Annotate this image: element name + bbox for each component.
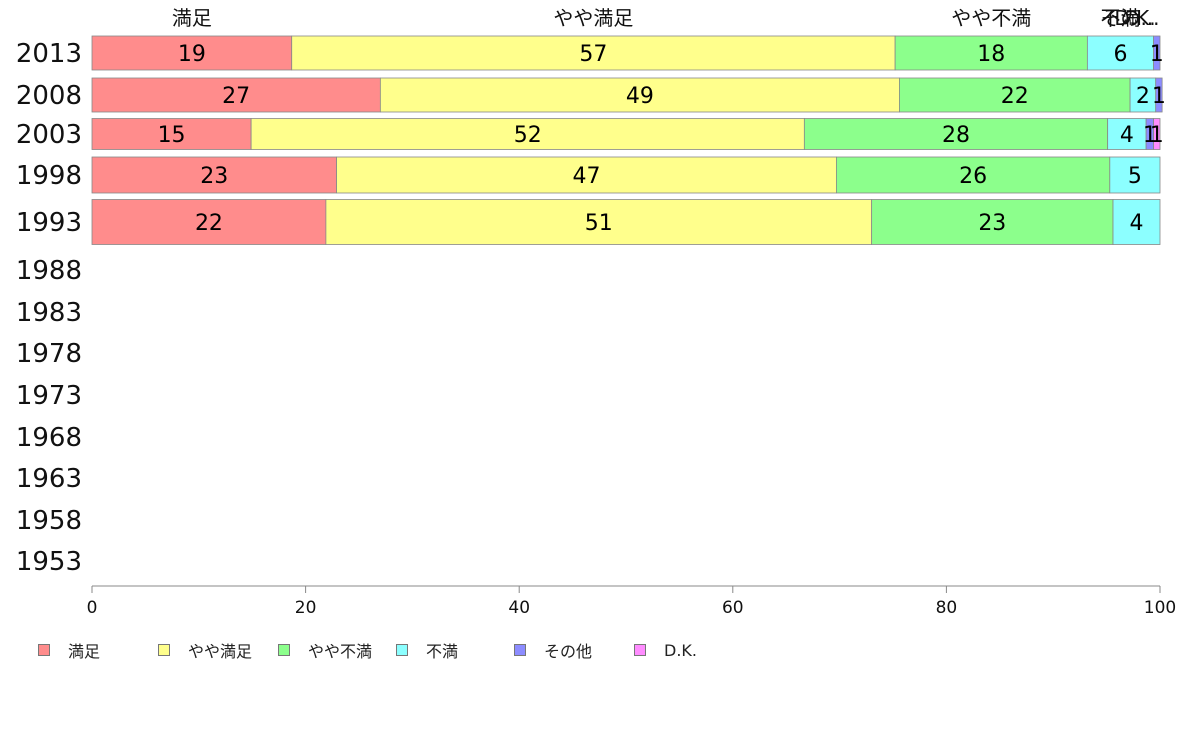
data-label: 2 xyxy=(1136,84,1150,109)
y-tick-label: 2013 xyxy=(16,39,82,69)
bar-segment xyxy=(336,156,837,194)
y-axis-labels: 2013 2008 2003 1998 1993 1988 1983 1978 1973 1968… xyxy=(16,39,82,577)
legend-item: 満足 xyxy=(38,638,100,662)
y-tick-label: 1998 xyxy=(16,161,82,191)
legend-swatch xyxy=(158,644,170,656)
column-header-label: 不満 xyxy=(1100,6,1140,30)
legend-item: その他 xyxy=(514,638,592,662)
data-label: 22 xyxy=(1001,84,1029,109)
x-tick-label: 0 xyxy=(87,598,98,618)
bar-segment xyxy=(91,35,293,71)
column-header-label: やや満足 xyxy=(553,6,633,30)
data-label: 23 xyxy=(200,164,228,189)
data-label: 1 xyxy=(1150,42,1164,67)
legend-item: D.K. xyxy=(634,638,697,662)
data-label: 4 xyxy=(1130,211,1144,236)
legend: 満足 やや満足 やや不満 不満 その他 D.K. xyxy=(38,638,798,662)
bar-segment xyxy=(1155,77,1163,113)
data-label: 15 xyxy=(158,123,186,148)
y-tick-label: 2003 xyxy=(16,120,82,150)
y-tick-label: 1993 xyxy=(16,208,82,238)
data-label: 51 xyxy=(585,211,613,236)
legend-label: 満足 xyxy=(68,642,101,661)
data-label: 28 xyxy=(942,123,970,148)
x-tick-label: 40 xyxy=(508,598,530,618)
legend-label: D.K. xyxy=(664,640,697,660)
y-tick-label: 1973 xyxy=(16,381,82,411)
y-tick-label: 1953 xyxy=(16,547,82,577)
legend-swatch xyxy=(38,644,50,656)
bar-segment xyxy=(91,77,381,113)
bar-segment xyxy=(250,118,805,150)
bar-segment xyxy=(1112,199,1161,245)
data-label: 6 xyxy=(1113,42,1127,67)
data-label: 22 xyxy=(195,211,223,236)
bar-segment xyxy=(91,199,327,245)
legend-label: 不満 xyxy=(426,642,459,661)
y-tick-label: 1963 xyxy=(16,464,82,494)
data-label: 57 xyxy=(579,42,607,67)
legend-swatch xyxy=(514,644,526,656)
y-tick-label: 1988 xyxy=(16,256,82,286)
bar-segment xyxy=(1129,77,1157,113)
data-label: 5 xyxy=(1128,164,1142,189)
data-label: 23 xyxy=(978,211,1006,236)
data-label: 19 xyxy=(178,42,206,67)
column-header-label: D.K. xyxy=(1114,6,1155,30)
y-tick-label: 1958 xyxy=(16,506,82,536)
y-tick-label: 1968 xyxy=(16,423,82,453)
bar-segment xyxy=(835,156,1111,194)
y-tick-label: 1983 xyxy=(16,298,82,328)
x-tick-label: 20 xyxy=(295,598,317,618)
x-axis: 0 20 40 60 80 100 xyxy=(87,585,1176,618)
legend-label: やや満足 xyxy=(188,642,253,661)
bar-segment xyxy=(1109,156,1161,194)
x-tick-label: 80 xyxy=(936,598,958,618)
column-header-label: その... xyxy=(1100,6,1159,30)
legend-swatch xyxy=(634,644,646,656)
bar-segment xyxy=(1153,35,1161,71)
bar-segment xyxy=(899,77,1131,113)
data-label: 52 xyxy=(514,123,542,148)
bar-segment xyxy=(871,199,1114,245)
data-label: 47 xyxy=(572,164,600,189)
legend-item: やや満足 xyxy=(158,638,252,662)
column-header-label: 満足 xyxy=(172,6,212,30)
y-tick-label: 1978 xyxy=(16,339,82,369)
data-label: 1 xyxy=(1152,84,1166,109)
bar-segment xyxy=(91,156,337,194)
bar-segment xyxy=(1107,118,1147,150)
legend-item: 不満 xyxy=(396,638,458,662)
data-label: 4 xyxy=(1120,123,1134,148)
bar-segment xyxy=(1086,35,1154,71)
x-tick-label: 60 xyxy=(722,598,744,618)
bar-segment xyxy=(379,77,900,113)
x-tick-label: 100 xyxy=(1144,598,1176,618)
data-label: 27 xyxy=(222,84,250,109)
legend-item: やや不満 xyxy=(278,638,372,662)
data-label: 49 xyxy=(626,84,654,109)
y-tick-label: 2008 xyxy=(16,81,82,111)
data-label: 1 xyxy=(1150,123,1164,148)
legend-label: やや不満 xyxy=(308,642,373,661)
bar-segment xyxy=(325,199,873,245)
bar-segment xyxy=(1153,118,1161,150)
legend-swatch xyxy=(278,644,290,656)
legend-label: その他 xyxy=(544,642,593,661)
data-label: 26 xyxy=(959,164,987,189)
legend-swatch xyxy=(396,644,408,656)
column-header-label: やや不満 xyxy=(951,6,1031,30)
data-label: 18 xyxy=(977,42,1005,67)
